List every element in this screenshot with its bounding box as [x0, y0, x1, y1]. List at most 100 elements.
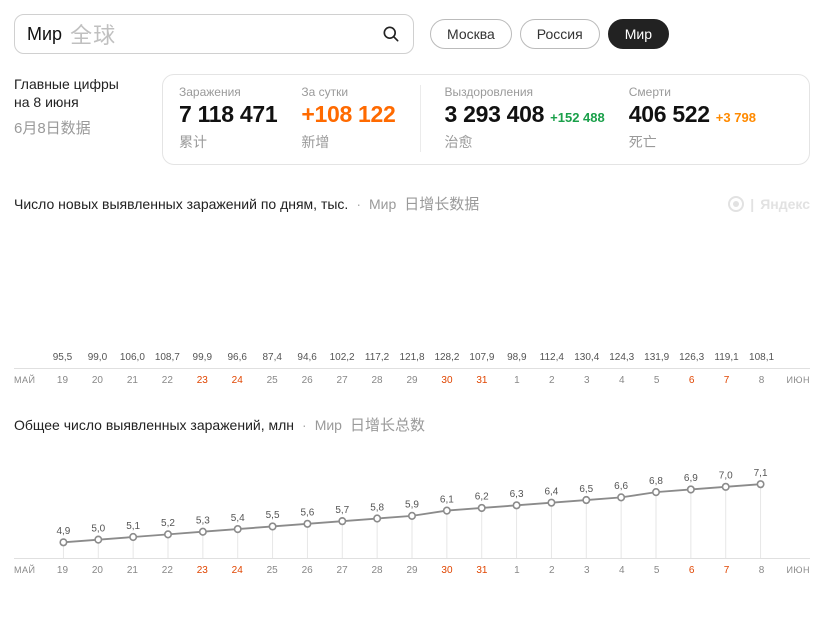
region-pill[interactable]: Москва: [430, 19, 512, 49]
stat-deaths: Смерти 406 522 +3 798 死亡: [629, 85, 756, 152]
axis-tick: 19: [46, 565, 79, 576]
line-point: [165, 531, 171, 538]
stat-label: Заражения: [179, 85, 277, 99]
stats-lead-ru2: на 8 июня: [14, 94, 150, 112]
line-point: [757, 481, 763, 488]
bar-value-label: 99,9: [193, 352, 212, 360]
region-pill[interactable]: Мир: [608, 19, 669, 49]
line-point: [479, 505, 485, 512]
axis-tick: 28: [361, 375, 394, 386]
stats-lead-ru1: Главные цифры: [14, 76, 150, 94]
line-point: [409, 513, 415, 520]
dot-icon: ·: [302, 417, 307, 433]
stat-value: 7 118 471: [179, 101, 277, 128]
axis-tick: 6: [675, 375, 708, 386]
axis-tick: 2: [535, 375, 568, 386]
stats-panel: Заражения 7 118 471 累计 За сутки +108 122…: [162, 74, 810, 165]
line-point-label: 4,9: [56, 526, 70, 537]
stats-lead: Главные цифры на 8 июня 6月8日数据: [14, 74, 150, 165]
search-term-ru: Мир: [27, 24, 62, 45]
yandex-watermark: | Яндекс: [728, 196, 810, 212]
line-point: [374, 515, 380, 522]
chart1-title-ru: Число новых выявленных заражений по дням…: [14, 196, 348, 212]
axis-tick: 19: [46, 375, 79, 386]
line-point: [723, 484, 729, 491]
line-point: [444, 507, 450, 514]
stat-cn: 累计: [179, 132, 277, 152]
line-point-label: 6,9: [684, 473, 698, 484]
line-point-label: 6,5: [579, 484, 593, 495]
dot-icon: ·: [356, 196, 361, 212]
axis-tick: 30: [430, 565, 463, 576]
bar-value-label: 106,0: [120, 352, 145, 360]
line-point: [60, 539, 66, 546]
line-point-label: 5,9: [405, 500, 419, 511]
line-point: [513, 502, 519, 509]
bar-value-label: 108,7: [155, 352, 180, 360]
axis-tick: 28: [361, 565, 394, 576]
line-point-label: 5,5: [266, 510, 280, 521]
axis-tick: 29: [396, 375, 429, 386]
stat-label: За сутки: [301, 85, 395, 99]
chart1-title-mir: Мир: [369, 196, 396, 212]
axis-tick: 26: [291, 565, 324, 576]
line-point: [269, 523, 275, 530]
stat-value: 406 522: [629, 101, 710, 128]
stat-cn: 新增: [301, 132, 395, 152]
stat-infections: Заражения 7 118 471 累计: [179, 85, 277, 152]
axis-tick: 5: [640, 565, 673, 576]
line-point: [688, 486, 694, 493]
bar-value-label: 121,8: [399, 352, 424, 360]
axis-tick: 21: [116, 565, 149, 576]
bar-value-label: 94,6: [297, 352, 316, 360]
bar-value-label: 126,3: [679, 352, 704, 360]
search-term-cn: 全球: [70, 18, 116, 50]
axis-tick: 2: [535, 565, 568, 576]
line-point-label: 6,2: [475, 492, 489, 503]
axis-tick: 5: [640, 375, 673, 386]
line-point-label: 7,1: [754, 468, 768, 479]
stat-value: 3 293 408: [445, 101, 545, 128]
axis-tick: 30: [430, 375, 463, 386]
axis-tick: 24: [221, 565, 254, 576]
stat-delta: +3 798: [716, 110, 756, 125]
axis-tick: 22: [151, 565, 184, 576]
line-point: [339, 518, 345, 525]
region-pills: Москва Россия Мир: [430, 19, 669, 49]
line-point-label: 6,3: [510, 489, 524, 500]
line-point-label: 6,6: [614, 481, 628, 492]
watermark-text: Яндекс: [760, 196, 810, 212]
stat-cn: 治愈: [445, 132, 605, 152]
stat-label: Смерти: [629, 85, 756, 99]
line-point-label: 5,0: [91, 523, 105, 534]
axis-tick: 31: [465, 565, 498, 576]
search-icon[interactable]: [381, 24, 401, 44]
axis-tick: 8: [745, 565, 778, 576]
axis-tick: 8: [745, 375, 778, 386]
chart1-title: Число новых выявленных заражений по дням…: [14, 193, 810, 214]
line-point-label: 5,2: [161, 518, 175, 529]
line-point-label: 7,0: [719, 470, 733, 481]
region-pill[interactable]: Россия: [520, 19, 600, 49]
line-point: [548, 499, 554, 506]
watermark-sep: |: [750, 196, 754, 212]
line-point-label: 5,1: [126, 521, 140, 532]
bar-value-label: 112,4: [540, 352, 564, 360]
axis-tick: 27: [326, 375, 359, 386]
line-point-label: 6,4: [544, 486, 558, 497]
axis-tick: 23: [186, 375, 219, 386]
line-point: [130, 534, 136, 541]
line-point: [653, 489, 659, 496]
bar-value-label: 128,2: [434, 352, 459, 360]
stat-daily: За сутки +108 122 新增: [301, 85, 395, 152]
axis-tick: 21: [116, 375, 149, 386]
axis-tick: 3: [570, 375, 603, 386]
stat-label: Выздоровления: [445, 85, 605, 99]
axis-tick: 24: [221, 375, 254, 386]
search-box[interactable]: Мир 全球: [14, 14, 414, 54]
bar-value-label: 117,2: [365, 352, 389, 360]
axis-tick: 6: [675, 565, 708, 576]
bar-value-label: 119,1: [714, 352, 738, 360]
stat-delta: +152 488: [550, 110, 605, 125]
bar-value-label: 99,0: [88, 352, 107, 360]
